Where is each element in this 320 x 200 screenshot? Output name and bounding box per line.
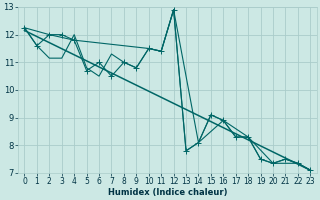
X-axis label: Humidex (Indice chaleur): Humidex (Indice chaleur): [108, 188, 227, 197]
